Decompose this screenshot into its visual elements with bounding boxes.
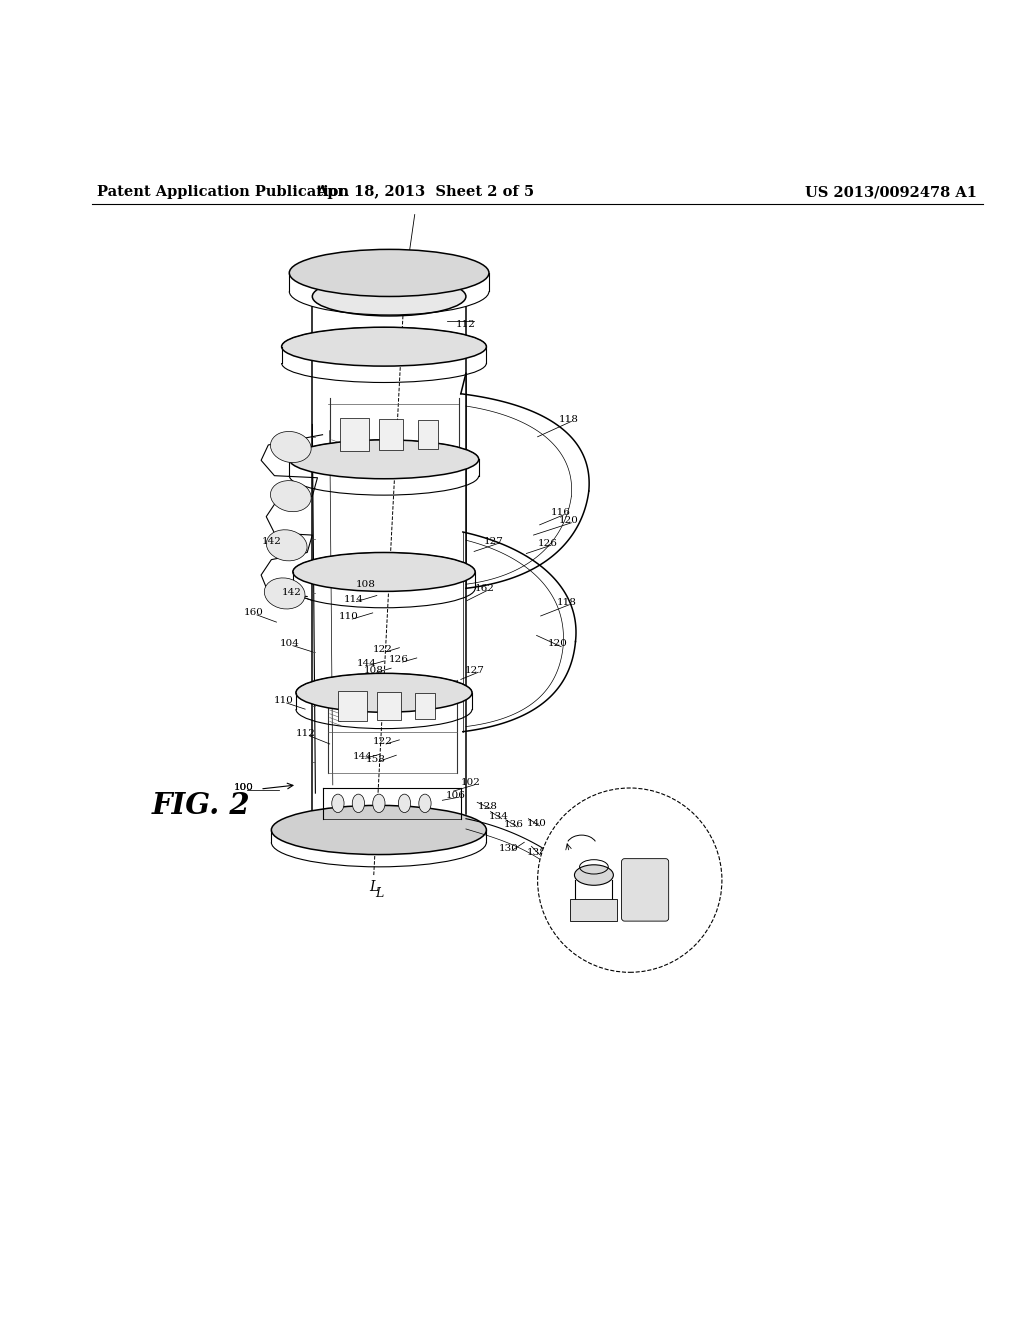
Text: 142: 142 [282, 587, 302, 597]
Ellipse shape [398, 795, 411, 813]
FancyBboxPatch shape [338, 690, 367, 722]
Text: L: L [375, 887, 383, 900]
Text: 110: 110 [339, 612, 359, 622]
Text: 122: 122 [373, 645, 393, 655]
Text: 118: 118 [558, 414, 579, 424]
Text: 110: 110 [273, 697, 294, 705]
Ellipse shape [312, 807, 466, 841]
Text: 122: 122 [373, 738, 393, 746]
Ellipse shape [373, 795, 385, 813]
Ellipse shape [332, 795, 344, 813]
Text: 158: 158 [366, 755, 386, 764]
Text: 126: 126 [538, 539, 558, 548]
Text: 126: 126 [568, 828, 589, 837]
Text: 136: 136 [504, 820, 524, 829]
Ellipse shape [264, 578, 305, 609]
Text: L: L [369, 880, 379, 895]
Ellipse shape [574, 865, 613, 886]
Text: 134: 134 [488, 812, 509, 821]
Text: 127: 127 [483, 537, 504, 545]
Ellipse shape [266, 529, 307, 561]
Text: US 2013/0092478 A1: US 2013/0092478 A1 [805, 185, 977, 199]
Text: 132: 132 [620, 842, 640, 851]
Text: 127: 127 [465, 665, 485, 675]
Ellipse shape [270, 480, 311, 512]
Ellipse shape [289, 249, 489, 297]
Text: FIG. 2: FIG. 2 [152, 791, 250, 820]
Text: 116: 116 [551, 508, 571, 517]
Text: 144: 144 [352, 752, 373, 760]
FancyBboxPatch shape [415, 693, 435, 719]
Text: 126: 126 [388, 656, 409, 664]
Text: 116: 116 [579, 837, 599, 846]
Ellipse shape [282, 327, 486, 366]
Ellipse shape [419, 795, 431, 813]
Text: 112: 112 [456, 319, 476, 329]
Ellipse shape [352, 795, 365, 813]
Text: 108: 108 [355, 579, 376, 589]
Text: 100: 100 [233, 784, 254, 792]
Text: 140: 140 [526, 820, 547, 829]
Text: 160: 160 [244, 609, 264, 618]
FancyBboxPatch shape [622, 858, 669, 921]
Ellipse shape [293, 553, 475, 591]
Text: 118: 118 [556, 598, 577, 607]
Circle shape [538, 788, 722, 973]
Ellipse shape [296, 673, 472, 713]
Text: 130: 130 [499, 843, 519, 853]
Text: 120: 120 [558, 516, 579, 525]
Ellipse shape [289, 440, 479, 479]
FancyBboxPatch shape [377, 692, 401, 721]
Text: 138: 138 [526, 847, 547, 857]
Ellipse shape [271, 805, 486, 854]
FancyBboxPatch shape [570, 899, 617, 921]
Text: 128: 128 [477, 803, 498, 810]
FancyBboxPatch shape [418, 420, 438, 449]
Text: Patent Application Publication: Patent Application Publication [97, 185, 349, 199]
Text: 104: 104 [280, 639, 300, 648]
Text: 144: 144 [356, 659, 377, 668]
FancyBboxPatch shape [340, 418, 369, 451]
Ellipse shape [312, 277, 466, 315]
Text: 100: 100 [233, 784, 254, 792]
Ellipse shape [270, 432, 311, 462]
Text: 112: 112 [296, 729, 316, 738]
Text: 120: 120 [548, 639, 568, 648]
Text: 102: 102 [461, 779, 481, 787]
Text: Apr. 18, 2013  Sheet 2 of 5: Apr. 18, 2013 Sheet 2 of 5 [315, 185, 535, 199]
FancyBboxPatch shape [379, 420, 403, 450]
Text: 142: 142 [261, 537, 282, 545]
Text: 108: 108 [364, 665, 384, 675]
Text: 162: 162 [474, 583, 495, 593]
Text: 106: 106 [445, 791, 466, 800]
Text: 114: 114 [343, 595, 364, 605]
